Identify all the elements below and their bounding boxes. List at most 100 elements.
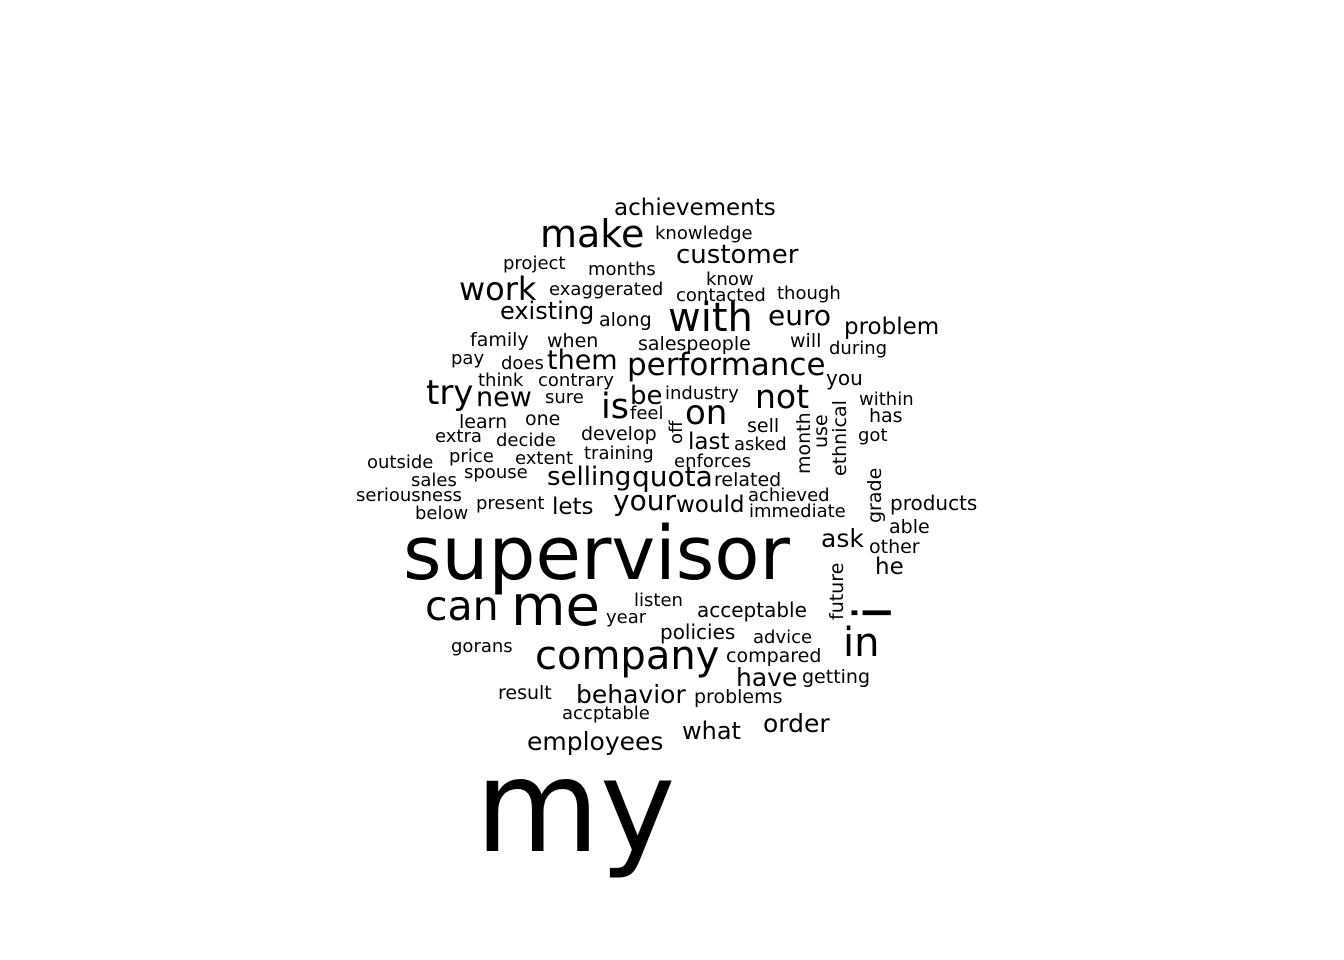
word: use xyxy=(810,414,832,448)
word: price xyxy=(449,446,494,467)
word: knowledge xyxy=(655,223,753,244)
word: does xyxy=(501,353,544,374)
word: immediate xyxy=(749,501,846,522)
word: what xyxy=(682,717,741,745)
word: spouse xyxy=(464,462,528,483)
word: sales xyxy=(411,470,457,491)
word: off xyxy=(666,420,687,444)
word: lets xyxy=(552,494,594,520)
word: supervisor xyxy=(403,511,790,597)
word: sure xyxy=(545,387,584,408)
word: related xyxy=(714,469,782,491)
word: achieved xyxy=(748,485,830,506)
word: think xyxy=(478,370,524,391)
word: present xyxy=(476,493,545,514)
word: accptable xyxy=(562,703,650,724)
word: contrary xyxy=(538,370,614,391)
word: though xyxy=(777,283,841,304)
word: existing xyxy=(500,297,595,325)
word: enforces xyxy=(674,451,752,472)
word: compared xyxy=(726,645,822,667)
word: employees xyxy=(527,727,664,756)
word: family xyxy=(470,329,529,351)
word: learn xyxy=(459,411,508,433)
word: products xyxy=(890,491,978,515)
word: one xyxy=(525,408,561,430)
word: with xyxy=(668,295,753,341)
word: acceptable xyxy=(697,598,807,622)
word: listen xyxy=(634,590,683,611)
word: them xyxy=(547,345,618,376)
word: exaggerated xyxy=(549,279,664,300)
word: i xyxy=(844,605,904,620)
word: policies xyxy=(660,620,736,644)
word: achievements xyxy=(614,195,776,221)
word: gorans xyxy=(451,636,513,657)
word: other xyxy=(869,536,920,558)
word: future xyxy=(826,562,848,620)
word: feel xyxy=(630,403,664,424)
word: develop xyxy=(581,423,657,445)
word: on xyxy=(685,393,728,433)
word: year xyxy=(606,607,647,628)
word: selling xyxy=(547,462,632,492)
word: has xyxy=(869,405,903,427)
word: would xyxy=(676,492,745,518)
word: along xyxy=(599,309,652,331)
word: during xyxy=(829,338,888,359)
word: have xyxy=(736,663,798,692)
word: last xyxy=(688,429,730,455)
word: advice xyxy=(753,627,813,648)
word: salespeople xyxy=(638,333,751,355)
word: not xyxy=(755,377,810,416)
word: know xyxy=(706,269,754,290)
word: ask xyxy=(821,524,864,553)
word: is xyxy=(601,387,629,427)
word: decide xyxy=(496,430,556,451)
word: problems xyxy=(694,686,783,708)
word: your xyxy=(613,484,676,517)
word: result xyxy=(498,682,552,704)
word: training xyxy=(584,443,654,464)
word: try xyxy=(426,373,474,413)
word: ethnical xyxy=(829,400,851,476)
word: customer xyxy=(676,240,799,270)
word: problem xyxy=(844,314,940,340)
word: seriousness xyxy=(356,485,462,506)
word: my xyxy=(475,733,676,882)
word: when xyxy=(547,330,599,352)
word: performance xyxy=(627,347,826,383)
word: industry xyxy=(665,383,739,404)
word: extent xyxy=(515,448,574,469)
word: below xyxy=(415,503,469,524)
word: will xyxy=(790,330,822,352)
word: within xyxy=(859,389,914,410)
word: getting xyxy=(802,666,871,688)
word: outside xyxy=(367,452,434,473)
word: can xyxy=(425,582,499,630)
word: you xyxy=(826,366,863,390)
word: in xyxy=(843,620,880,666)
word: new xyxy=(476,382,532,413)
word: he xyxy=(875,554,904,580)
word: extra xyxy=(435,426,482,447)
word: order xyxy=(763,709,830,738)
word: contacted xyxy=(676,285,766,306)
word: work xyxy=(459,270,537,308)
word: able xyxy=(889,516,930,538)
word: behavior xyxy=(576,680,686,709)
word: grade xyxy=(864,467,886,523)
word: company xyxy=(535,633,720,679)
word: euro xyxy=(768,299,831,332)
word: project xyxy=(503,253,566,274)
word: asked xyxy=(734,434,787,455)
word: months xyxy=(588,259,656,280)
word: pay xyxy=(451,348,485,369)
word: got xyxy=(858,425,888,446)
word: sell xyxy=(747,415,780,437)
word: make xyxy=(540,212,645,256)
word: quota xyxy=(632,460,713,493)
word: be xyxy=(630,381,663,411)
word: me xyxy=(511,574,601,639)
